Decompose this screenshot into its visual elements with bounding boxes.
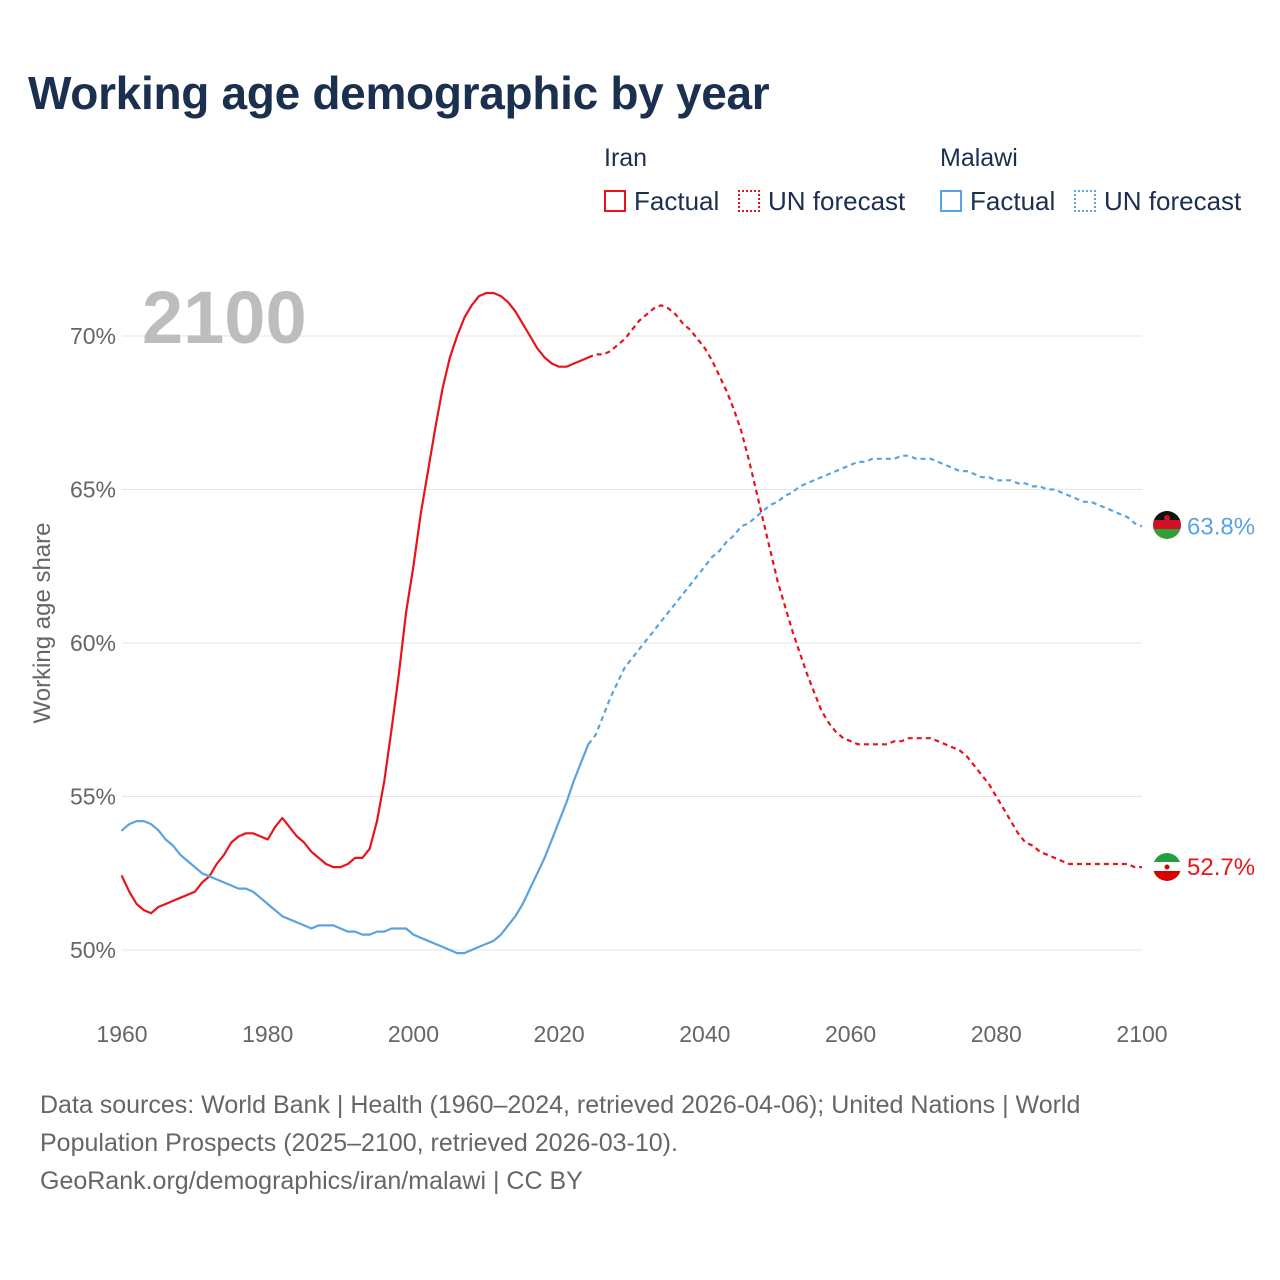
malawi-end-value-label: 63.8% <box>1187 513 1255 540</box>
legend-label-iran-factual: Factual <box>634 185 720 216</box>
legend-label-malawi-factual: Factual <box>970 185 1056 216</box>
legend-swatch-iran-factual <box>604 190 626 212</box>
data-sources: Data sources: World Bank | Health (1960–… <box>40 1086 1220 1200</box>
x-tick-label: 2000 <box>388 1021 439 1047</box>
y-tick-label: 60% <box>70 630 116 656</box>
iran-factual-line[interactable] <box>120 291 590 915</box>
y-tick-label: 50% <box>70 937 116 963</box>
legend-swatch-malawi-factual <box>940 190 962 212</box>
y-tick-label: 55% <box>70 784 116 810</box>
legend-iran-forecast[interactable]: UN forecast <box>738 186 905 216</box>
legend-group-malawi: Malawi <box>940 144 1018 172</box>
x-tick-label: 2020 <box>534 1021 585 1047</box>
x-tick-label: 2100 <box>1116 1021 1167 1047</box>
sources-line-3[interactable]: GeoRank.org/demographics/iran/malawi | C… <box>40 1167 583 1195</box>
year-overlay: 2100 <box>142 276 307 359</box>
malawi-flag-icon <box>1153 511 1181 539</box>
x-tick-label: 2040 <box>679 1021 730 1047</box>
sources-line-1: Data sources: World Bank | Health (1960–… <box>40 1091 1081 1119</box>
malawi-factual-line[interactable] <box>120 743 590 955</box>
legend-swatch-malawi-forecast <box>1074 190 1096 212</box>
legend-malawi-forecast[interactable]: UN forecast <box>1074 186 1241 216</box>
legend-label-iran-forecast: UN forecast <box>768 185 906 216</box>
x-tick-label: 1980 <box>242 1021 293 1047</box>
y-axis-label: Working age share <box>29 523 56 724</box>
y-tick-label: 70% <box>70 323 116 349</box>
legend-label-malawi-forecast: UN forecast <box>1104 185 1242 216</box>
legend-malawi-factual[interactable]: Factual <box>940 186 1055 216</box>
chart-title: Working age demographic by year <box>28 67 770 119</box>
legend-swatch-iran-forecast <box>738 190 760 212</box>
legend-iran-factual[interactable]: Factual <box>604 186 719 216</box>
y-tick-label: 65% <box>70 477 116 503</box>
x-tick-label: 2060 <box>825 1021 876 1047</box>
sources-line-2: Population Prospects (2025–2100, retriev… <box>40 1129 678 1157</box>
x-tick-label: 2080 <box>971 1021 1022 1047</box>
iran-forecast-line[interactable] <box>587 304 1142 869</box>
x-tick-label: 1960 <box>96 1021 147 1047</box>
iran-flag-icon <box>1153 853 1181 881</box>
malawi-forecast-line[interactable] <box>587 454 1143 745</box>
line-chart: 2100 52.7% 63.8% 50% 55% 60% 65% 70% 1960 1980 2… <box>29 276 1255 1047</box>
legend-group-iran: Iran <box>604 144 648 172</box>
iran-end-value-label: 52.7% <box>1187 854 1255 881</box>
